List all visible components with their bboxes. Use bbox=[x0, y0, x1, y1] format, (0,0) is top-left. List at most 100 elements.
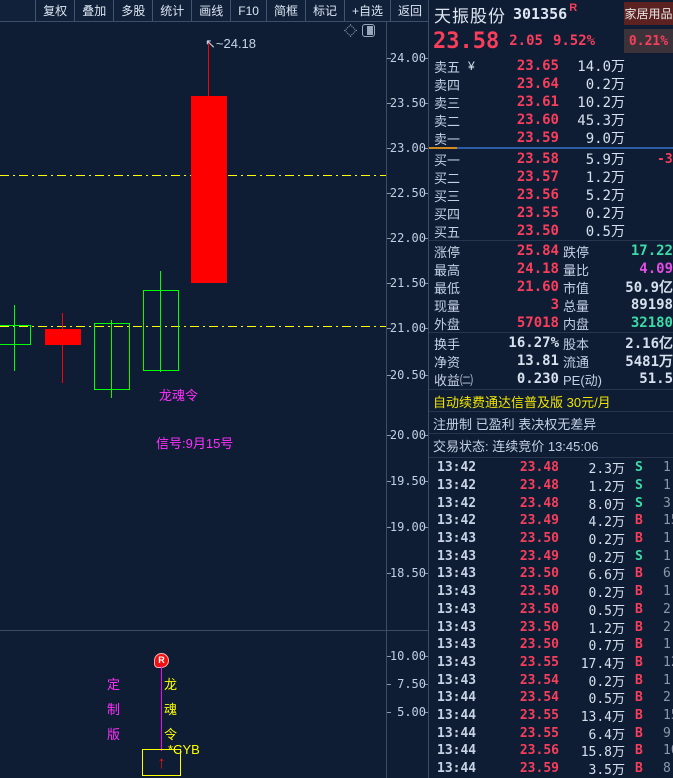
tick-time: 13:43 bbox=[437, 531, 477, 547]
stat-value: 16.27% bbox=[508, 335, 559, 351]
stat-label: 跌停 bbox=[563, 244, 590, 260]
axis-price-label: 22.50 bbox=[389, 186, 426, 200]
tick-price: 23.50 bbox=[519, 566, 559, 582]
tick-row: 13:43 23.54 0.2万 B 1 bbox=[429, 671, 673, 690]
signal-name-label: 龙魂令 bbox=[159, 388, 199, 403]
tick-volume: 6.6万 bbox=[588, 568, 625, 584]
tick-price: 23.49 bbox=[519, 513, 559, 529]
toolbar-button-3[interactable]: 多股 bbox=[113, 0, 152, 21]
stat-label: 内盘 bbox=[563, 316, 590, 332]
stock-header: 天振股份 301356 R bbox=[429, 2, 673, 26]
axis-border bbox=[386, 22, 387, 778]
toolbar-button-7[interactable]: 简框 bbox=[265, 0, 305, 21]
tick-row: 13:44 23.56 15.8万 B 10 bbox=[429, 742, 673, 760]
stat-label: 涨停 bbox=[434, 244, 461, 260]
panel-toggle-icon[interactable] bbox=[362, 24, 375, 37]
toolbar-button-1[interactable]: 复权 bbox=[35, 0, 74, 21]
level-price[interactable]: 23.58 bbox=[516, 151, 559, 167]
tick-time: 13:44 bbox=[437, 690, 477, 706]
axis-price-label: 19.00 bbox=[389, 520, 426, 534]
tick-time: 13:42 bbox=[437, 513, 477, 529]
tick-side: B bbox=[635, 513, 643, 529]
high-price-annotation: ↖~24.18 bbox=[205, 36, 257, 51]
buy-level-row: 买五 23.50 0.5万 bbox=[429, 222, 673, 240]
tick-row: 13:43 23.50 1.2万 B 2 bbox=[429, 618, 673, 637]
candle[interactable] bbox=[0, 325, 31, 345]
toolbar-button-2[interactable]: 叠加 bbox=[74, 0, 113, 21]
stat-row: 最低 21.60 市值 50.9亿 bbox=[429, 278, 673, 296]
tick-time: 13:44 bbox=[437, 743, 477, 759]
stat-label: 外盘 bbox=[434, 316, 461, 332]
axis-tick bbox=[387, 193, 391, 194]
axis-price-label: 10.00 bbox=[389, 649, 426, 663]
tick-count: 1 bbox=[663, 478, 671, 494]
stat-row: 涨停 25.84 跌停 17.22 bbox=[429, 242, 673, 260]
axis-price-label: 20.00 bbox=[389, 428, 426, 442]
toolbar-button-6[interactable]: F10 bbox=[230, 0, 266, 21]
tick-count: 1 bbox=[663, 672, 671, 688]
tick-price: 23.50 bbox=[519, 637, 559, 653]
diamond-marker-icon[interactable] bbox=[344, 24, 357, 37]
registration-flag: R bbox=[569, 2, 578, 14]
axis-tick bbox=[387, 573, 391, 574]
candle[interactable] bbox=[94, 323, 130, 390]
up-arrow-icon: ↑ bbox=[157, 753, 166, 772]
level-price[interactable]: 23.55 bbox=[516, 205, 559, 221]
axis-tick bbox=[424, 712, 428, 713]
tick-side: B bbox=[635, 672, 643, 688]
tick-side: B bbox=[635, 761, 643, 777]
sell-label: 卖三 bbox=[434, 95, 461, 111]
tick-volume: 1.2万 bbox=[588, 621, 625, 637]
stat-row: 收益㈡ 0.230 PE(动) 51.5 bbox=[429, 370, 673, 388]
tick-time: 13:43 bbox=[437, 619, 477, 635]
tick-time: 13:43 bbox=[437, 548, 477, 564]
toolbar-button-8[interactable]: 标记 bbox=[304, 0, 344, 21]
stat-value: 5481万 bbox=[625, 354, 673, 370]
level-volume: 9.0万 bbox=[585, 131, 625, 147]
stat-value: 50.9亿 bbox=[625, 280, 673, 296]
tick-side: B bbox=[635, 707, 643, 723]
level-price[interactable]: 23.56 bbox=[516, 187, 559, 203]
tick-row: 13:44 23.59 3.5万 B 8 bbox=[429, 760, 673, 778]
toolbar-button-4[interactable]: 统计 bbox=[152, 0, 191, 21]
stat-label: 股本 bbox=[563, 336, 590, 352]
toolbar-button-5[interactable]: 画线 bbox=[191, 0, 230, 21]
level-price[interactable]: 23.65 bbox=[516, 58, 559, 74]
industry-change-badge[interactable]: 0.21% bbox=[624, 29, 673, 53]
tick-price: 23.55 bbox=[519, 725, 559, 741]
level-price[interactable]: 23.64 bbox=[516, 76, 559, 92]
stock-code: 301356 bbox=[513, 5, 568, 23]
axis-tick bbox=[424, 148, 428, 149]
tick-volume: 4.2万 bbox=[588, 515, 625, 531]
axis-tick bbox=[424, 435, 428, 436]
axis-tick bbox=[387, 103, 391, 104]
level-price[interactable]: 23.61 bbox=[516, 94, 559, 110]
tick-price: 23.55 bbox=[519, 654, 559, 670]
stat-label: 总量 bbox=[563, 298, 590, 314]
candle[interactable] bbox=[191, 96, 227, 283]
axis-price-label: 24.00 bbox=[389, 51, 426, 65]
tick-count: 1 bbox=[663, 637, 671, 653]
level-price[interactable]: 23.60 bbox=[516, 112, 559, 128]
tick-side: B bbox=[635, 531, 643, 547]
candle[interactable] bbox=[45, 329, 81, 345]
candle-wick bbox=[14, 305, 15, 371]
tick-row: 13:44 23.55 6.4万 B 9 bbox=[429, 724, 673, 743]
toolbar-button-10[interactable]: 返回 bbox=[389, 0, 429, 21]
dragon-soul-vertical-label: 龙魂令 bbox=[163, 677, 177, 742]
axis-tick bbox=[387, 656, 391, 657]
tick-count: 3 bbox=[663, 495, 671, 511]
tick-time: 13:43 bbox=[437, 566, 477, 582]
industry-badge[interactable]: 家居用品 bbox=[624, 2, 673, 25]
buy-label: 买三 bbox=[434, 188, 461, 204]
tick-time: 13:43 bbox=[437, 601, 477, 617]
candle[interactable] bbox=[143, 290, 179, 371]
subscription-notice[interactable]: 自动续费通达信普及版 30元/月 bbox=[433, 394, 611, 410]
stat-label: PE(动) bbox=[563, 372, 603, 388]
level-price[interactable]: 23.57 bbox=[516, 169, 559, 185]
level-price[interactable]: 23.50 bbox=[516, 223, 559, 239]
stat-label: 流通 bbox=[563, 354, 590, 370]
toolbar-button-9[interactable]: +自选 bbox=[343, 0, 390, 21]
level-price[interactable]: 23.59 bbox=[516, 130, 559, 146]
stat-label: 最低 bbox=[434, 280, 461, 296]
